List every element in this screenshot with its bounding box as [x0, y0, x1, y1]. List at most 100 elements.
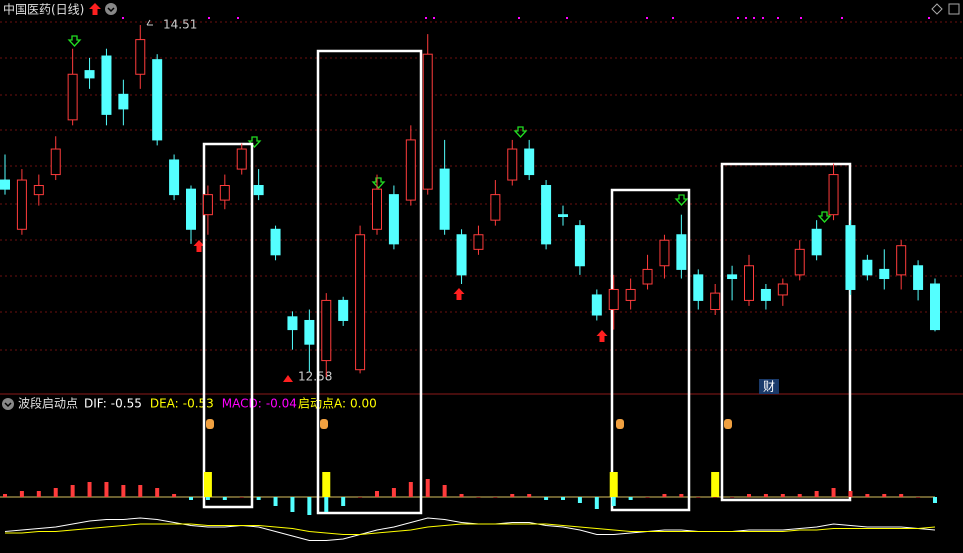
badge[interactable]: 财 [763, 380, 775, 394]
badge-bg [759, 379, 779, 394]
macd-bar [594, 497, 599, 509]
candle-body [439, 168, 450, 230]
dea-line [5, 523, 936, 535]
candle-body [186, 188, 196, 230]
macd-bar [222, 497, 227, 500]
candle-body [558, 214, 568, 218]
candle-body [0, 179, 10, 190]
candle-body [270, 228, 281, 256]
macd-bar [544, 497, 549, 500]
macd-bar [696, 497, 701, 498]
macd-bar [577, 497, 582, 503]
macd-bar [882, 494, 887, 497]
candle-body [879, 268, 890, 280]
legend-label: MACD: [222, 397, 262, 411]
candle-body [845, 225, 856, 290]
square-icon[interactable] [948, 3, 960, 15]
candle-body [642, 268, 653, 285]
candle-body [930, 283, 940, 331]
legend-value: 0.00 [350, 397, 377, 411]
legend-value: -0.53 [183, 397, 214, 411]
macd-bar [19, 491, 24, 497]
macd-bar [3, 494, 7, 497]
macd-bar [476, 497, 481, 498]
candle-body [33, 185, 44, 196]
candle-body [422, 53, 433, 190]
candle-body [118, 93, 129, 110]
macd-bar [36, 491, 41, 497]
candle-body [913, 265, 924, 290]
indicator-title: 波段启动点 [18, 396, 78, 411]
macd-bar [189, 497, 193, 500]
macd-bar [290, 497, 295, 512]
candle-body [811, 228, 822, 256]
macd-bar [611, 497, 616, 506]
candle-body [608, 288, 619, 311]
macd-bar [933, 497, 937, 503]
candle-body [490, 194, 501, 221]
candle-body [236, 148, 247, 170]
candle-body [591, 294, 602, 316]
candle-body [219, 185, 230, 201]
macd-bar [442, 485, 447, 497]
macd-bar [138, 485, 143, 497]
macd-bar [87, 482, 92, 497]
dif-line [4, 517, 936, 541]
macd-bar [239, 497, 244, 498]
menu-button[interactable] [105, 3, 117, 15]
macd-bar [527, 494, 532, 497]
candle-body [101, 55, 112, 115]
macd-bar [628, 497, 633, 500]
low-label: 12.58 [298, 370, 332, 384]
macd-bar [408, 482, 413, 497]
candle-body [355, 234, 366, 371]
candle-body [625, 288, 636, 301]
macd-bar [256, 497, 261, 500]
macd-bar [172, 494, 177, 497]
candle-body [456, 234, 467, 276]
cursor-icons [206, 419, 732, 429]
macd-bar [662, 494, 667, 497]
candle-body [84, 70, 95, 79]
candle-body [541, 185, 552, 245]
macd-bar [425, 479, 430, 497]
legend-label: DIF: [84, 397, 107, 411]
diamond-icon[interactable] [931, 3, 943, 15]
candle-body [135, 39, 146, 75]
up-icon [89, 3, 101, 15]
candle-body [744, 265, 754, 301]
macd-bar [510, 494, 515, 497]
candle-body [574, 225, 585, 267]
candle-body [777, 283, 788, 296]
macd-bar [780, 494, 785, 497]
candle-body [169, 159, 180, 196]
chevron [4, 402, 12, 408]
candle-body [388, 194, 399, 245]
chevron [107, 7, 115, 13]
indicator-menu[interactable] [2, 398, 14, 410]
macd-bar [797, 494, 802, 497]
candle-body [16, 179, 27, 230]
macd-bar [358, 497, 363, 498]
buy-signals [193, 240, 608, 342]
candle-body [896, 245, 907, 276]
macd-bar [713, 497, 718, 498]
legend-label: 启动点A: [298, 397, 346, 411]
macd-bar [865, 494, 870, 497]
macd-bar [459, 494, 464, 497]
high-label: 14.51 [163, 18, 197, 32]
candle-body [828, 174, 839, 216]
candle-body [405, 139, 416, 201]
start-bar [609, 472, 618, 497]
candle-body [253, 185, 264, 196]
macd-bar [205, 497, 210, 500]
candle-body [304, 319, 315, 345]
macd-bar [763, 494, 768, 497]
high-marker [146, 19, 153, 26]
macd-bar [916, 497, 921, 498]
macd-bar [561, 497, 565, 500]
candle-body [794, 248, 805, 276]
candle-body [50, 148, 61, 176]
